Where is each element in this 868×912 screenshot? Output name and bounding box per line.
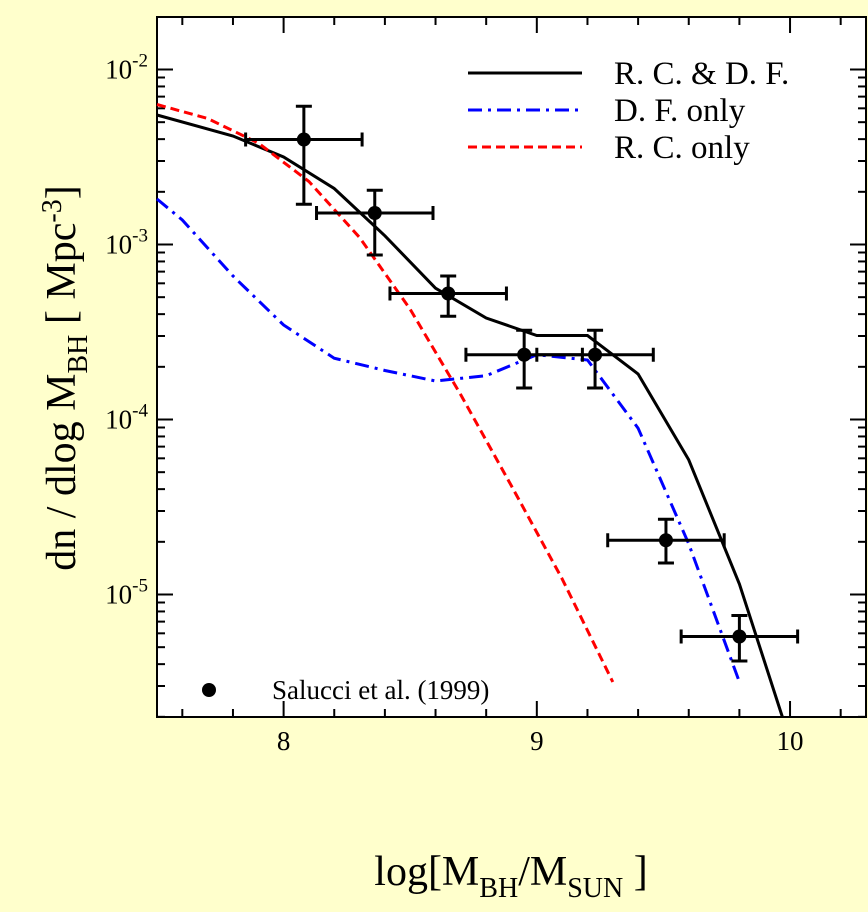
- plot-frame: [156, 16, 867, 718]
- points-legend-marker: [202, 683, 216, 697]
- data-point: [588, 347, 603, 362]
- y-tick-base: 10: [105, 230, 132, 260]
- x-axis-title: log[MBH/MSUN ]: [374, 849, 647, 904]
- data-point: [658, 533, 673, 548]
- y-tick-label: 10-2: [105, 51, 148, 85]
- x-axis-title-part: BH: [479, 873, 518, 904]
- y-tick-base: 10: [105, 55, 132, 85]
- data-point: [732, 629, 747, 644]
- y-axis-title-part: -3: [37, 199, 68, 222]
- data-point: [367, 206, 382, 220]
- legend-label: D. F. only: [614, 93, 746, 129]
- series-line: [156, 197, 741, 683]
- x-axis-title-part: SUN: [567, 873, 623, 904]
- y-tick-base: 10: [105, 580, 132, 610]
- y-tick-label: 10-4: [105, 401, 148, 435]
- y-tick-exponent: -5: [132, 576, 148, 597]
- y-tick-exponent: -2: [132, 51, 148, 72]
- x-axis-title-part: ]: [623, 849, 648, 895]
- y-tick-base: 10: [105, 405, 132, 435]
- y-axis-title-part: dn / dlog M: [39, 374, 85, 571]
- series-line: [156, 113, 784, 718]
- series-line: [156, 103, 615, 683]
- y-tick-exponent: -3: [132, 226, 148, 247]
- y-tick-label: 10-3: [105, 226, 148, 260]
- y-tick-exponent: -4: [132, 401, 148, 422]
- data-point: [441, 286, 456, 301]
- y-axis-title-part: ]: [39, 185, 85, 199]
- x-tick-label: 9: [530, 726, 544, 756]
- legend-label: R. C. & D. F.: [614, 56, 789, 92]
- legend-label: R. C. only: [614, 130, 750, 166]
- y-axis-title-part: BH: [63, 335, 94, 374]
- x-tick-label: 10: [777, 726, 804, 756]
- y-axis-title: dn / dlog MBH [ Mpc-3]: [37, 185, 94, 570]
- y-tick-label: 10-5: [105, 576, 148, 610]
- data-point: [517, 347, 532, 362]
- x-tick-label: 8: [277, 726, 291, 756]
- points-legend-label: Salucci et al. (1999): [272, 675, 489, 705]
- y-axis-title-part: [ Mpc: [39, 223, 85, 335]
- x-axis-title-part: /M: [518, 849, 567, 895]
- data-point: [296, 132, 311, 147]
- x-axis-title-part: log[M: [374, 849, 479, 895]
